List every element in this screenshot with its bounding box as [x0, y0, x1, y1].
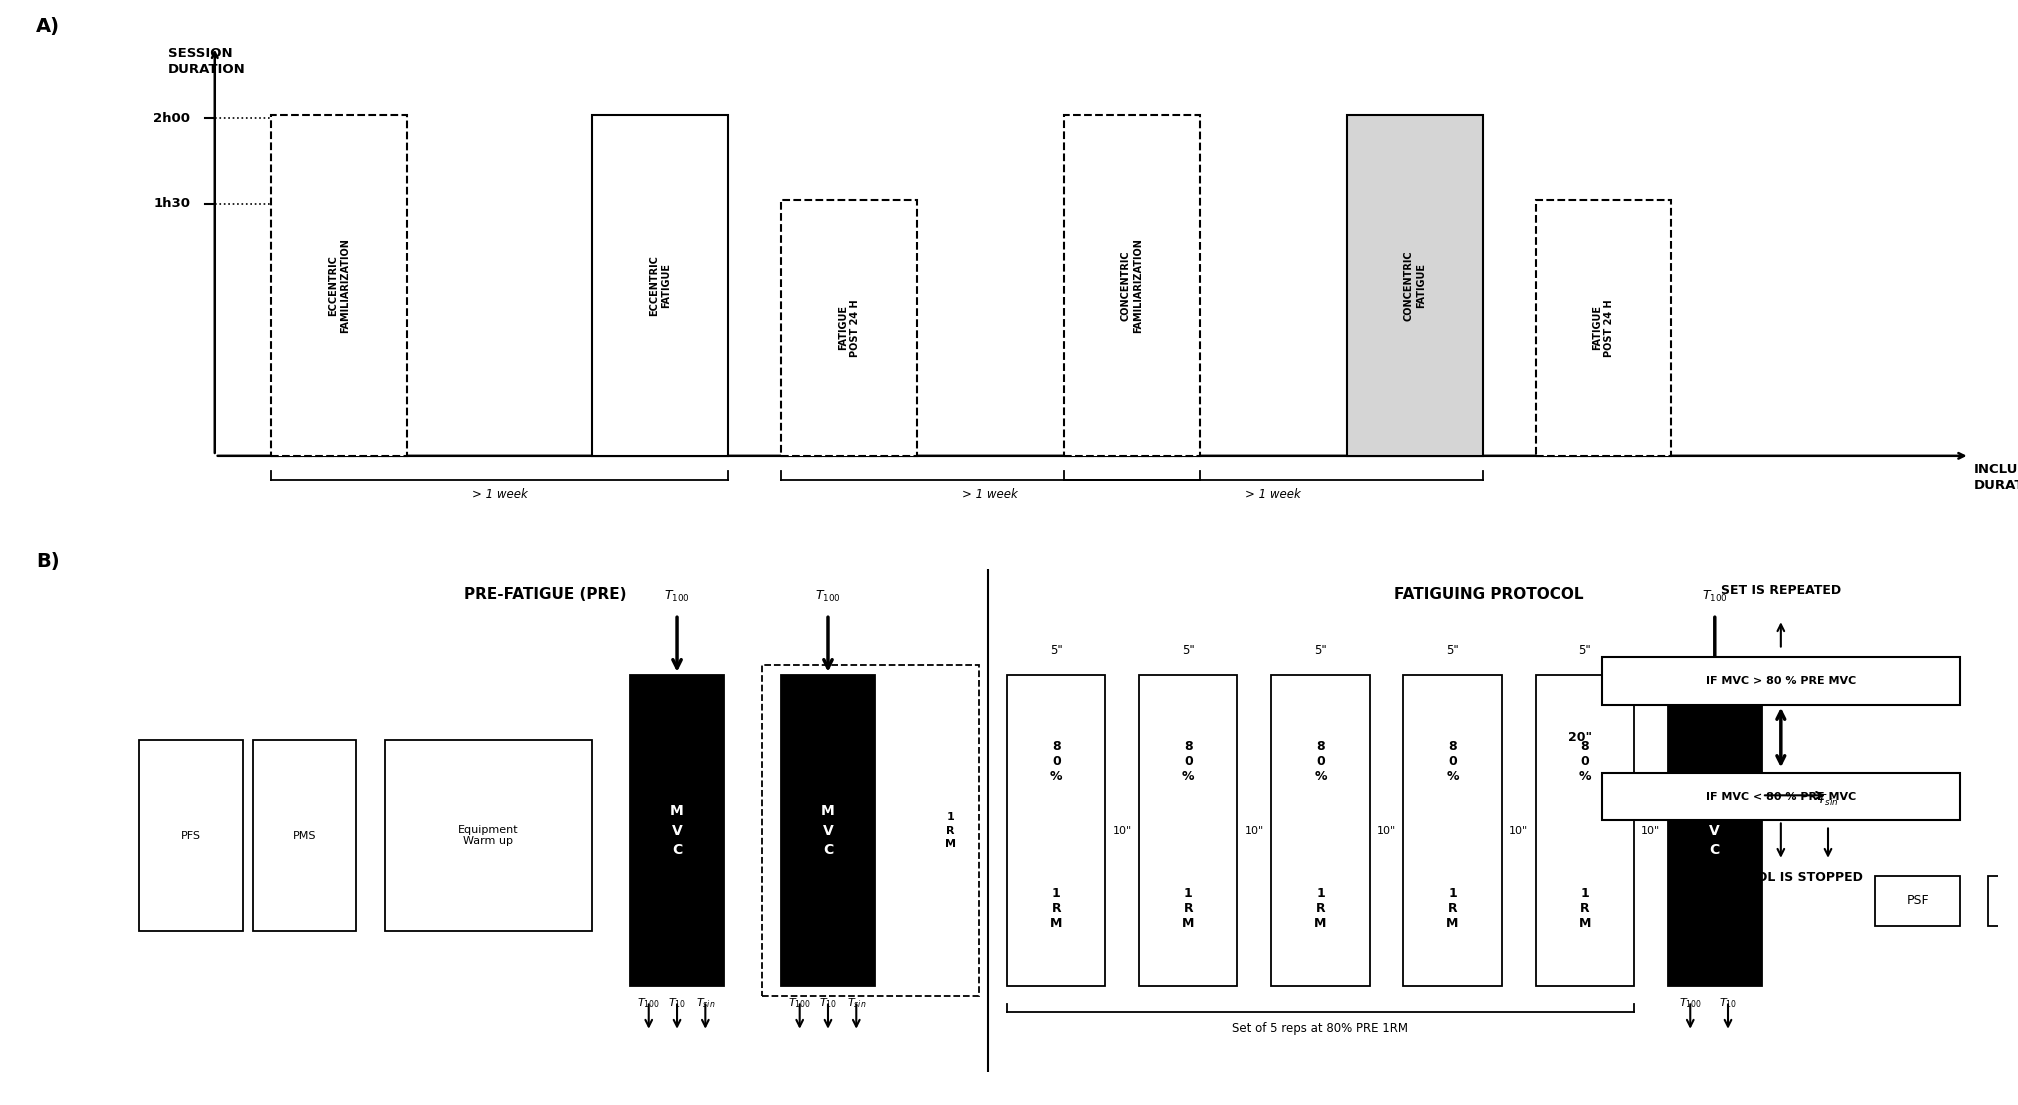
Text: 2h00: 2h00 — [153, 112, 190, 125]
Text: Equipment
Warm up: Equipment Warm up — [458, 824, 519, 846]
Text: $T_{sin}$: $T_{sin}$ — [696, 997, 714, 1010]
Bar — [1536, 675, 1635, 987]
Text: $T_{100}$: $T_{100}$ — [789, 997, 811, 1010]
Text: FATIGUING PROTOCOL: FATIGUING PROTOCOL — [1394, 587, 1584, 601]
Text: 20": 20" — [1568, 732, 1592, 744]
Text: 8
0
%: 8 0 % — [1049, 740, 1063, 783]
Text: $T_{10}$: $T_{10}$ — [1719, 997, 1737, 1010]
Bar — [781, 200, 916, 456]
Text: SESSION
DURATION: SESSION DURATION — [167, 46, 246, 76]
Text: SET IS REPEATED: SET IS REPEATED — [1721, 585, 1840, 597]
Text: 8
0
%: 8 0 % — [1447, 740, 1459, 783]
Text: $T_{100}$: $T_{100}$ — [1679, 997, 1701, 1010]
Text: CONCENTRIC
FATIGUE: CONCENTRIC FATIGUE — [1405, 250, 1427, 320]
Text: 1
R
M: 1 R M — [1578, 887, 1590, 930]
Bar — [630, 675, 724, 987]
Text: A): A) — [36, 17, 61, 35]
Text: 8
0
%: 8 0 % — [1183, 740, 1195, 783]
Text: 1h30: 1h30 — [153, 197, 190, 210]
Bar — [1602, 657, 1959, 705]
Text: $T_{10}$: $T_{10}$ — [819, 997, 837, 1010]
Text: 1
R
M: 1 R M — [1183, 887, 1195, 930]
Bar — [1403, 675, 1501, 987]
Text: IF MVC < 80 % PRE MVC: IF MVC < 80 % PRE MVC — [1705, 791, 1857, 801]
Text: $T_{100}$: $T_{100}$ — [815, 589, 842, 604]
Bar — [1346, 115, 1483, 456]
Text: 1
R
M: 1 R M — [1447, 887, 1459, 930]
Text: ECCENTRIC
FATIGUE: ECCENTRIC FATIGUE — [650, 255, 672, 316]
Text: 1
R
M: 1 R M — [944, 812, 957, 849]
Bar — [1875, 876, 1959, 926]
Bar — [1140, 675, 1237, 987]
Text: INCLUSION
DURATION: INCLUSION DURATION — [1974, 463, 2018, 492]
Bar — [1602, 772, 1959, 820]
Text: $T_{100}$: $T_{100}$ — [1701, 589, 1727, 604]
Text: 1
R
M: 1 R M — [1314, 887, 1326, 930]
Text: 8
0
%: 8 0 % — [1314, 740, 1326, 783]
Text: 1
R
M: 1 R M — [1049, 887, 1063, 930]
Bar — [1063, 115, 1199, 456]
Bar — [270, 115, 408, 456]
Text: M
V
C: M V C — [1707, 804, 1721, 857]
Bar — [1271, 675, 1370, 987]
Text: > 1 week: > 1 week — [472, 488, 527, 502]
Bar — [763, 664, 979, 997]
Text: PSF: PSF — [1907, 894, 1929, 907]
Bar — [591, 115, 728, 456]
Bar — [1536, 200, 1671, 456]
Text: Set of 5 reps at 80% PRE 1RM: Set of 5 reps at 80% PRE 1RM — [1233, 1021, 1409, 1034]
Text: 10": 10" — [1641, 825, 1661, 835]
Text: 5": 5" — [1447, 644, 1459, 657]
Text: $T_{10}$: $T_{10}$ — [668, 997, 686, 1010]
Text: 10": 10" — [1376, 825, 1396, 835]
Text: M
V
C: M V C — [670, 804, 684, 857]
Bar — [385, 740, 591, 932]
Text: M
V
C: M V C — [821, 804, 835, 857]
Text: PROTOCOL IS STOPPED: PROTOCOL IS STOPPED — [1699, 871, 1863, 884]
Text: $T_{sin}$: $T_{sin}$ — [848, 997, 866, 1010]
Text: 5": 5" — [1578, 644, 1590, 657]
Bar — [781, 675, 876, 987]
Text: 10": 10" — [1245, 825, 1263, 835]
Bar — [139, 740, 242, 932]
Text: > 1 week: > 1 week — [963, 488, 1019, 502]
Text: > 1 week: > 1 week — [1245, 488, 1302, 502]
Text: PFS: PFS — [182, 831, 202, 841]
Bar — [252, 740, 357, 932]
Text: $T_{sin}$: $T_{sin}$ — [1818, 792, 1838, 808]
Text: 10": 10" — [1509, 825, 1528, 835]
Bar — [1667, 675, 1762, 987]
Text: $T_{100}$: $T_{100}$ — [664, 589, 690, 604]
Text: 5": 5" — [1049, 644, 1063, 657]
Text: IF MVC > 80 % PRE MVC: IF MVC > 80 % PRE MVC — [1705, 676, 1857, 686]
Text: 8
0
%: 8 0 % — [1578, 740, 1590, 783]
Bar — [1988, 876, 2018, 926]
Text: 10": 10" — [1112, 825, 1132, 835]
Text: 5": 5" — [1183, 644, 1195, 657]
Text: B): B) — [36, 552, 61, 571]
Text: FATIGUE
POST 24 H: FATIGUE POST 24 H — [1592, 299, 1614, 357]
Text: PMS: PMS — [293, 831, 317, 841]
Text: PRE-FATIGUE (PRE): PRE-FATIGUE (PRE) — [464, 587, 626, 601]
Text: FATIGUE
POST 24 H: FATIGUE POST 24 H — [837, 299, 860, 357]
Text: $T_{100}$: $T_{100}$ — [638, 997, 660, 1010]
Text: 5": 5" — [1314, 644, 1326, 657]
Text: ECCENTRIC
FAMILIARIZATION: ECCENTRIC FAMILIARIZATION — [329, 238, 351, 333]
Bar — [1007, 675, 1106, 987]
Text: CONCENTRIC
FAMILIARIZATION: CONCENTRIC FAMILIARIZATION — [1120, 238, 1142, 333]
